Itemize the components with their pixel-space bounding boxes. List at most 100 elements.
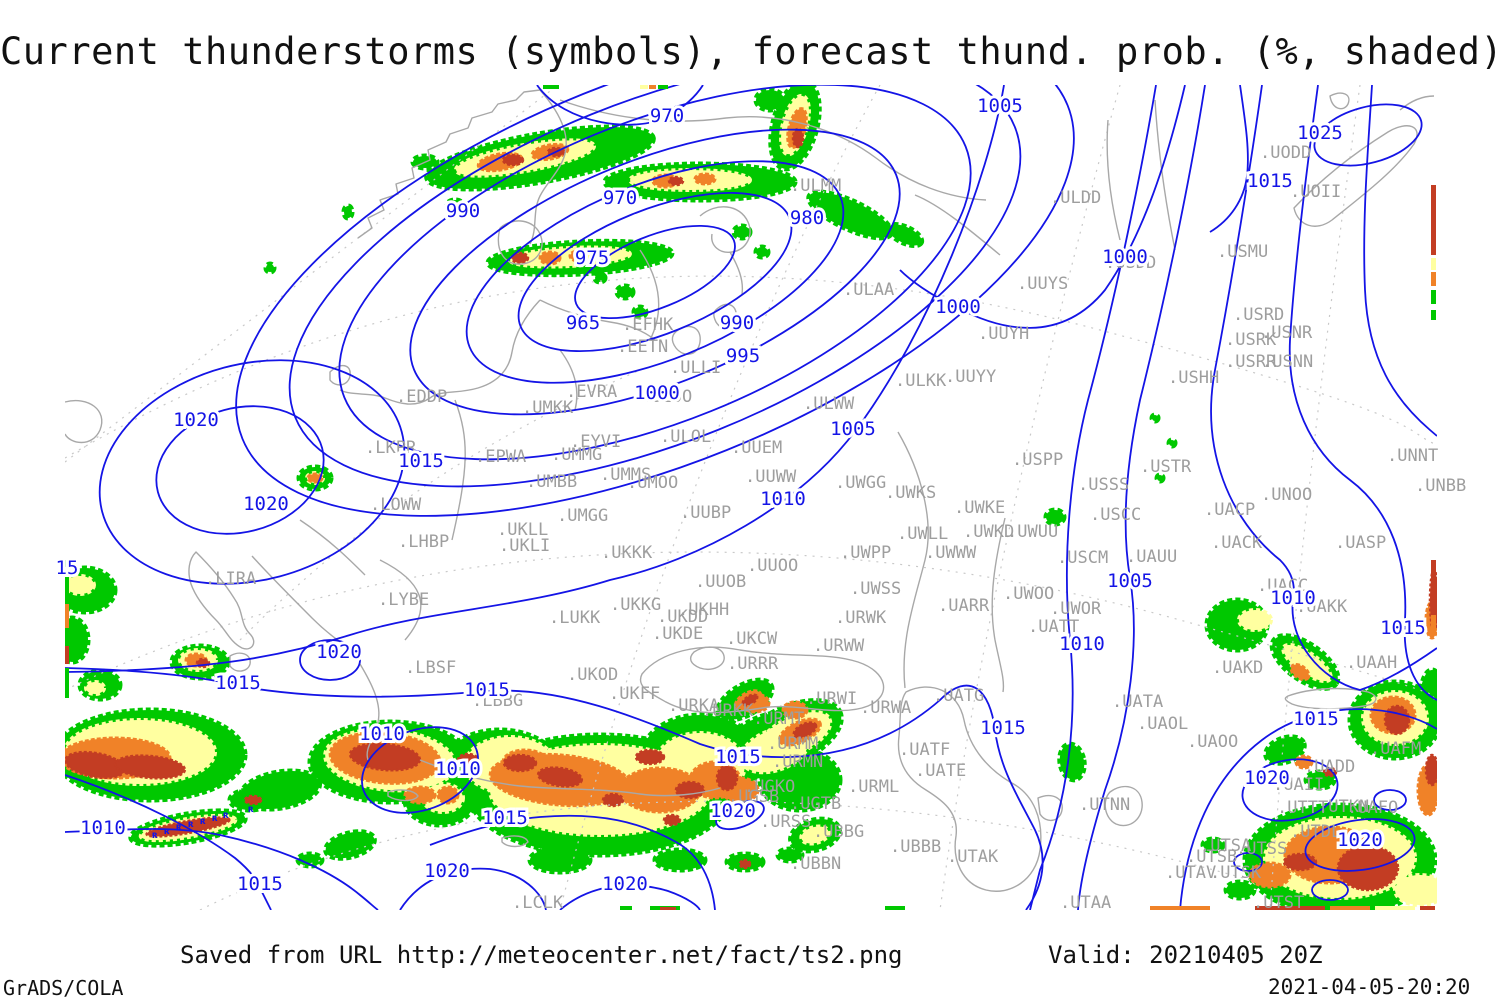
station-label: .LHBP xyxy=(398,532,449,552)
station-label: .USDD xyxy=(1105,253,1156,273)
isobar-label: 1015 xyxy=(980,717,1026,739)
isobar-label: 990 xyxy=(446,200,480,222)
isobar-label: 1015 xyxy=(1293,708,1339,730)
isobar-label: 15 xyxy=(56,557,79,579)
isobar-label: 1010 xyxy=(1270,587,1316,609)
station-label: .UNBB xyxy=(1415,476,1466,496)
station-label: .UKDD xyxy=(657,607,708,627)
isobar-label: 990 xyxy=(720,312,754,334)
station-label: .UGKO xyxy=(744,777,795,797)
station-label: .UBBN xyxy=(790,854,841,874)
station-label: .URKK xyxy=(702,701,754,721)
station-label: .UBBB xyxy=(890,837,941,857)
station-label: .URRR xyxy=(727,654,779,674)
station-label: .UASP xyxy=(1335,533,1386,553)
station-label: .UTSB xyxy=(1186,847,1237,867)
station-label: .UWWW xyxy=(925,543,977,563)
station-label: .LBBG xyxy=(472,691,523,711)
station-label: .UWOR xyxy=(1050,599,1102,619)
shading-layer xyxy=(52,78,1447,918)
station-label: .URMN xyxy=(772,752,823,772)
station-label: .USPP xyxy=(1012,450,1063,470)
station-label-layer: .ULMM .UODD .UOII .ULDD .ULAA .USDD .USMU .EFHK… xyxy=(205,143,1466,913)
thunderstorm-symbol: ʀ xyxy=(176,822,182,833)
valid-time-caption: Valid: 20210405 20Z xyxy=(1048,941,1323,969)
station-label: .LCLK xyxy=(512,893,564,913)
isobar-label: 1015 xyxy=(464,679,510,701)
station-label: .UKKG xyxy=(610,595,661,615)
station-label: .UAII xyxy=(1273,775,1324,795)
station-label: .UAOL xyxy=(1137,714,1188,734)
isobar-label: 1015 xyxy=(215,672,261,694)
station-label: .UTSA xyxy=(1200,836,1251,856)
station-label: .UATG xyxy=(933,686,984,706)
station-label: .UTSK xyxy=(1210,863,1262,883)
isobar-label: 1010 xyxy=(359,723,405,745)
station-label: .USMU xyxy=(1217,242,1268,262)
isobar-label: 1020 xyxy=(243,493,289,515)
station-label: .UODD xyxy=(1260,143,1311,163)
station-label: .EFHK xyxy=(622,315,674,335)
station-label: .UKKK xyxy=(601,543,653,563)
station-label: .UACK xyxy=(1211,533,1263,553)
station-label: .LYBE xyxy=(378,590,429,610)
station-label: .ULMM xyxy=(790,176,841,196)
isobar-label: 1015 xyxy=(1380,617,1426,639)
station-label: .USHH xyxy=(1168,368,1219,388)
station-label: .UTKN xyxy=(1318,797,1369,817)
station-label: .UOII xyxy=(1290,182,1341,202)
station-label: .UTST xyxy=(1253,893,1304,913)
isobar-label: 1010 xyxy=(435,758,481,780)
station-label: .ULOL xyxy=(660,427,711,447)
station-label: .UKLL xyxy=(497,520,548,540)
station-label: .UAUU xyxy=(1126,547,1177,567)
isobar-label: 1005 xyxy=(830,418,876,440)
isobar-label: 1015 xyxy=(398,450,444,472)
isobar-label: 1000 xyxy=(634,382,680,404)
thunderstorm-symbol: ʀ xyxy=(223,810,229,821)
isobar-label: 1020 xyxy=(316,641,362,663)
map-margin-left xyxy=(0,0,65,1000)
station-label: .UAFO xyxy=(1347,798,1398,818)
station-label: .UWOO xyxy=(1003,584,1054,604)
station-label: .UMOO xyxy=(627,473,678,493)
station-label: .URMT xyxy=(753,709,804,729)
station-label: .USRK xyxy=(1225,330,1277,350)
isobar-label: 1000 xyxy=(935,296,981,318)
station-label: .UKLI xyxy=(499,536,550,556)
thunderstorm-symbol: ʀ xyxy=(164,826,170,837)
station-label: .UACP xyxy=(1204,500,1255,520)
isobar-label: 1020 xyxy=(173,409,219,431)
station-label: .UUYH xyxy=(978,324,1029,344)
thunderstorm-symbol: ʀ xyxy=(200,816,206,827)
station-label: .LUKK xyxy=(549,608,601,628)
station-label: .UKHH xyxy=(678,600,729,620)
station-label: .URSS xyxy=(760,812,811,832)
isobar-label: 980 xyxy=(790,207,824,229)
station-label: .LBSF xyxy=(405,658,456,678)
isobar-label: 1005 xyxy=(1107,570,1153,592)
page-title: Current thunderstorms (symbols), forecas… xyxy=(0,30,1500,73)
isobar-label: 1020 xyxy=(602,873,648,895)
station-label: .UUYY xyxy=(945,367,996,387)
station-label: .UWKE xyxy=(954,498,1005,518)
station-label: .ULWW xyxy=(803,394,855,414)
isobar-label: 1020 xyxy=(1337,829,1383,851)
isobar-label: 1010 xyxy=(760,488,806,510)
station-label: .UMMS xyxy=(600,465,651,485)
station-label: .URWK xyxy=(835,608,887,628)
station-label: .UTAK xyxy=(947,847,999,867)
thunderstorm-symbol: ʀ xyxy=(152,830,158,841)
station-label: .UATA xyxy=(1112,692,1163,712)
station-label: .UTTT xyxy=(1277,798,1328,818)
station-label: .UWLL xyxy=(897,524,948,544)
station-label: .ULOO xyxy=(641,387,692,407)
map-margin-top xyxy=(0,0,1500,85)
station-label: .EVRA xyxy=(566,382,617,402)
saved-url-caption: Saved from URL http://meteocenter.net/fa… xyxy=(180,941,903,969)
station-label: .UUEM xyxy=(731,438,782,458)
isobar-label: 1010 xyxy=(80,817,126,839)
station-label: .UNNT xyxy=(1387,446,1438,466)
